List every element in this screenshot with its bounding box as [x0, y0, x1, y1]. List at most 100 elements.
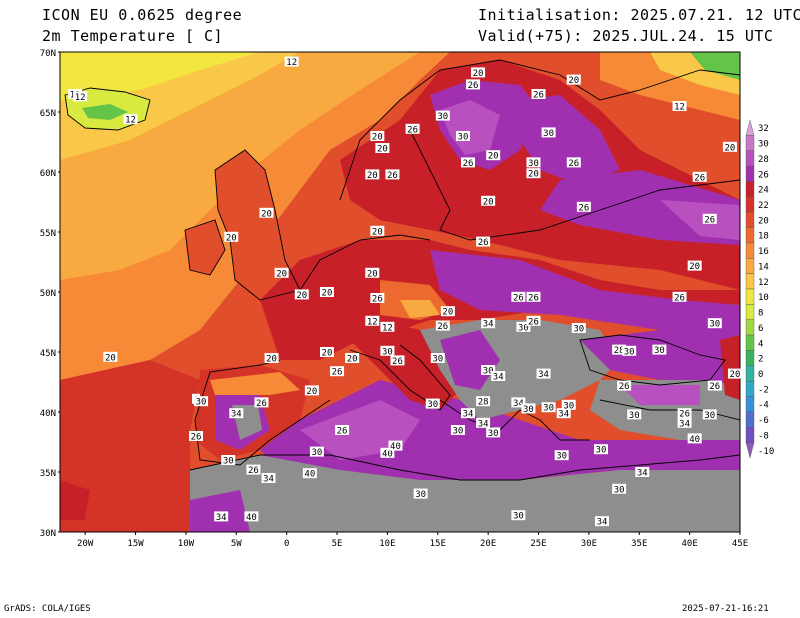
colorbar-swatch	[745, 119, 755, 136]
contour-label: 30	[541, 402, 556, 414]
svg-text:20: 20	[372, 133, 383, 143]
svg-text:30: 30	[483, 367, 494, 377]
svg-text:26: 26	[694, 173, 705, 183]
svg-text:30: 30	[223, 457, 234, 467]
contour-label: 30	[430, 353, 445, 365]
svg-text:30: 30	[513, 512, 524, 522]
svg-text:12: 12	[286, 58, 297, 68]
contour-label: 34	[214, 511, 229, 523]
contour-label: 20	[103, 351, 118, 363]
svg-text:20: 20	[372, 227, 383, 237]
svg-text:30: 30	[629, 411, 640, 421]
svg-text:40: 40	[390, 442, 401, 452]
contour-label: 40	[687, 433, 702, 445]
contour-label: 20	[486, 150, 501, 162]
svg-text:26: 26	[478, 238, 489, 248]
contour-label: 26	[435, 320, 450, 332]
contour-label: 20	[566, 74, 581, 86]
contour-label: 20	[370, 225, 385, 237]
svg-text:34: 34	[263, 475, 274, 485]
contour-label: 12	[380, 321, 395, 333]
longitude-labels: 20W 15W 10W 5W 0 5E 10E 15E 20E 25E 30E 35E 40E 45E	[77, 532, 748, 549]
svg-text:26: 26	[709, 382, 720, 392]
contour-label: 26	[461, 157, 475, 169]
contour-label: 26	[335, 425, 350, 437]
colorbar-swatch	[745, 135, 755, 151]
contour-label: 20	[224, 231, 239, 243]
colorbar-level-label: 6	[758, 324, 763, 334]
colorbar-level-label: 24	[758, 186, 769, 196]
contour-label: 20	[727, 368, 742, 380]
colorbar-level-label: 0	[758, 370, 763, 380]
colorbar-swatch	[745, 427, 755, 443]
colorbar-level-label: 18	[758, 232, 769, 242]
contour-label: 12	[365, 315, 380, 327]
longitude-label: 15E	[430, 539, 446, 549]
contour-label: 26	[246, 464, 261, 476]
svg-text:20: 20	[725, 143, 736, 153]
longitude-label: 35E	[631, 539, 647, 549]
contour-label: 30	[707, 318, 722, 330]
colorbar-swatch	[745, 258, 755, 274]
svg-text:30: 30	[488, 429, 499, 439]
contour-label: 26	[526, 315, 541, 327]
colorbar-swatch	[745, 396, 755, 413]
svg-text:20: 20	[347, 355, 358, 365]
latitude-label: 60N	[40, 169, 56, 179]
contour-label: 30	[541, 127, 556, 139]
longitude-label: 20W	[77, 539, 94, 549]
contour-label: 30	[309, 446, 324, 458]
svg-text:26: 26	[337, 427, 348, 437]
contour-label: 20	[345, 353, 360, 365]
svg-text:30: 30	[543, 404, 554, 414]
contour-label: 26	[576, 201, 591, 213]
contour-label: 26	[189, 431, 203, 443]
svg-text:34: 34	[597, 518, 608, 528]
svg-text:30: 30	[528, 159, 539, 169]
colorbar-swatch	[745, 242, 755, 259]
colorbar-level-label: 32	[758, 124, 769, 134]
colorbar-level-label: 2	[758, 355, 763, 365]
contour-label: 30	[521, 403, 536, 415]
contour-label: 28	[476, 396, 491, 408]
contour-label: 30	[593, 444, 608, 456]
contour-label: 34	[635, 467, 650, 479]
svg-text:20: 20	[226, 233, 237, 243]
contour-label: 34	[594, 516, 609, 528]
svg-text:26: 26	[248, 466, 259, 476]
colorbar-swatch	[745, 288, 755, 305]
longitude-label: 10W	[178, 539, 195, 549]
contour-label: 26	[511, 291, 526, 303]
longitude-label: 30E	[581, 539, 597, 549]
colorbar-level-label: -6	[758, 416, 769, 426]
model-title: ICON EU 0.0625 degree	[42, 6, 243, 24]
contour-label: 20	[375, 143, 390, 155]
contour-label: 26	[476, 236, 491, 248]
contour-label: 20	[264, 353, 279, 365]
contour-label: 26	[702, 213, 717, 225]
svg-text:26: 26	[191, 433, 202, 443]
svg-text:30: 30	[415, 490, 426, 500]
contour-label: 30	[652, 344, 667, 356]
svg-text:20: 20	[322, 349, 333, 359]
svg-text:34: 34	[538, 370, 549, 380]
contour-label: 26	[526, 291, 541, 303]
contour-label: 34	[261, 473, 276, 485]
latitude-label: 45N	[40, 349, 56, 359]
svg-text:34: 34	[493, 373, 504, 383]
latitude-label: 70N	[40, 49, 56, 59]
svg-text:26: 26	[463, 159, 474, 169]
svg-text:12: 12	[382, 323, 393, 333]
svg-text:20: 20	[367, 269, 378, 279]
svg-text:26: 26	[468, 81, 479, 91]
colorbar-swatch	[745, 273, 755, 290]
svg-text:30: 30	[523, 405, 534, 415]
svg-text:30: 30	[563, 401, 574, 411]
contour-label: 34	[229, 408, 244, 420]
contour-label: 34	[491, 371, 506, 383]
svg-text:30: 30	[437, 112, 448, 122]
contour-label: 20	[274, 267, 289, 279]
colorbar-swatch	[745, 196, 755, 213]
